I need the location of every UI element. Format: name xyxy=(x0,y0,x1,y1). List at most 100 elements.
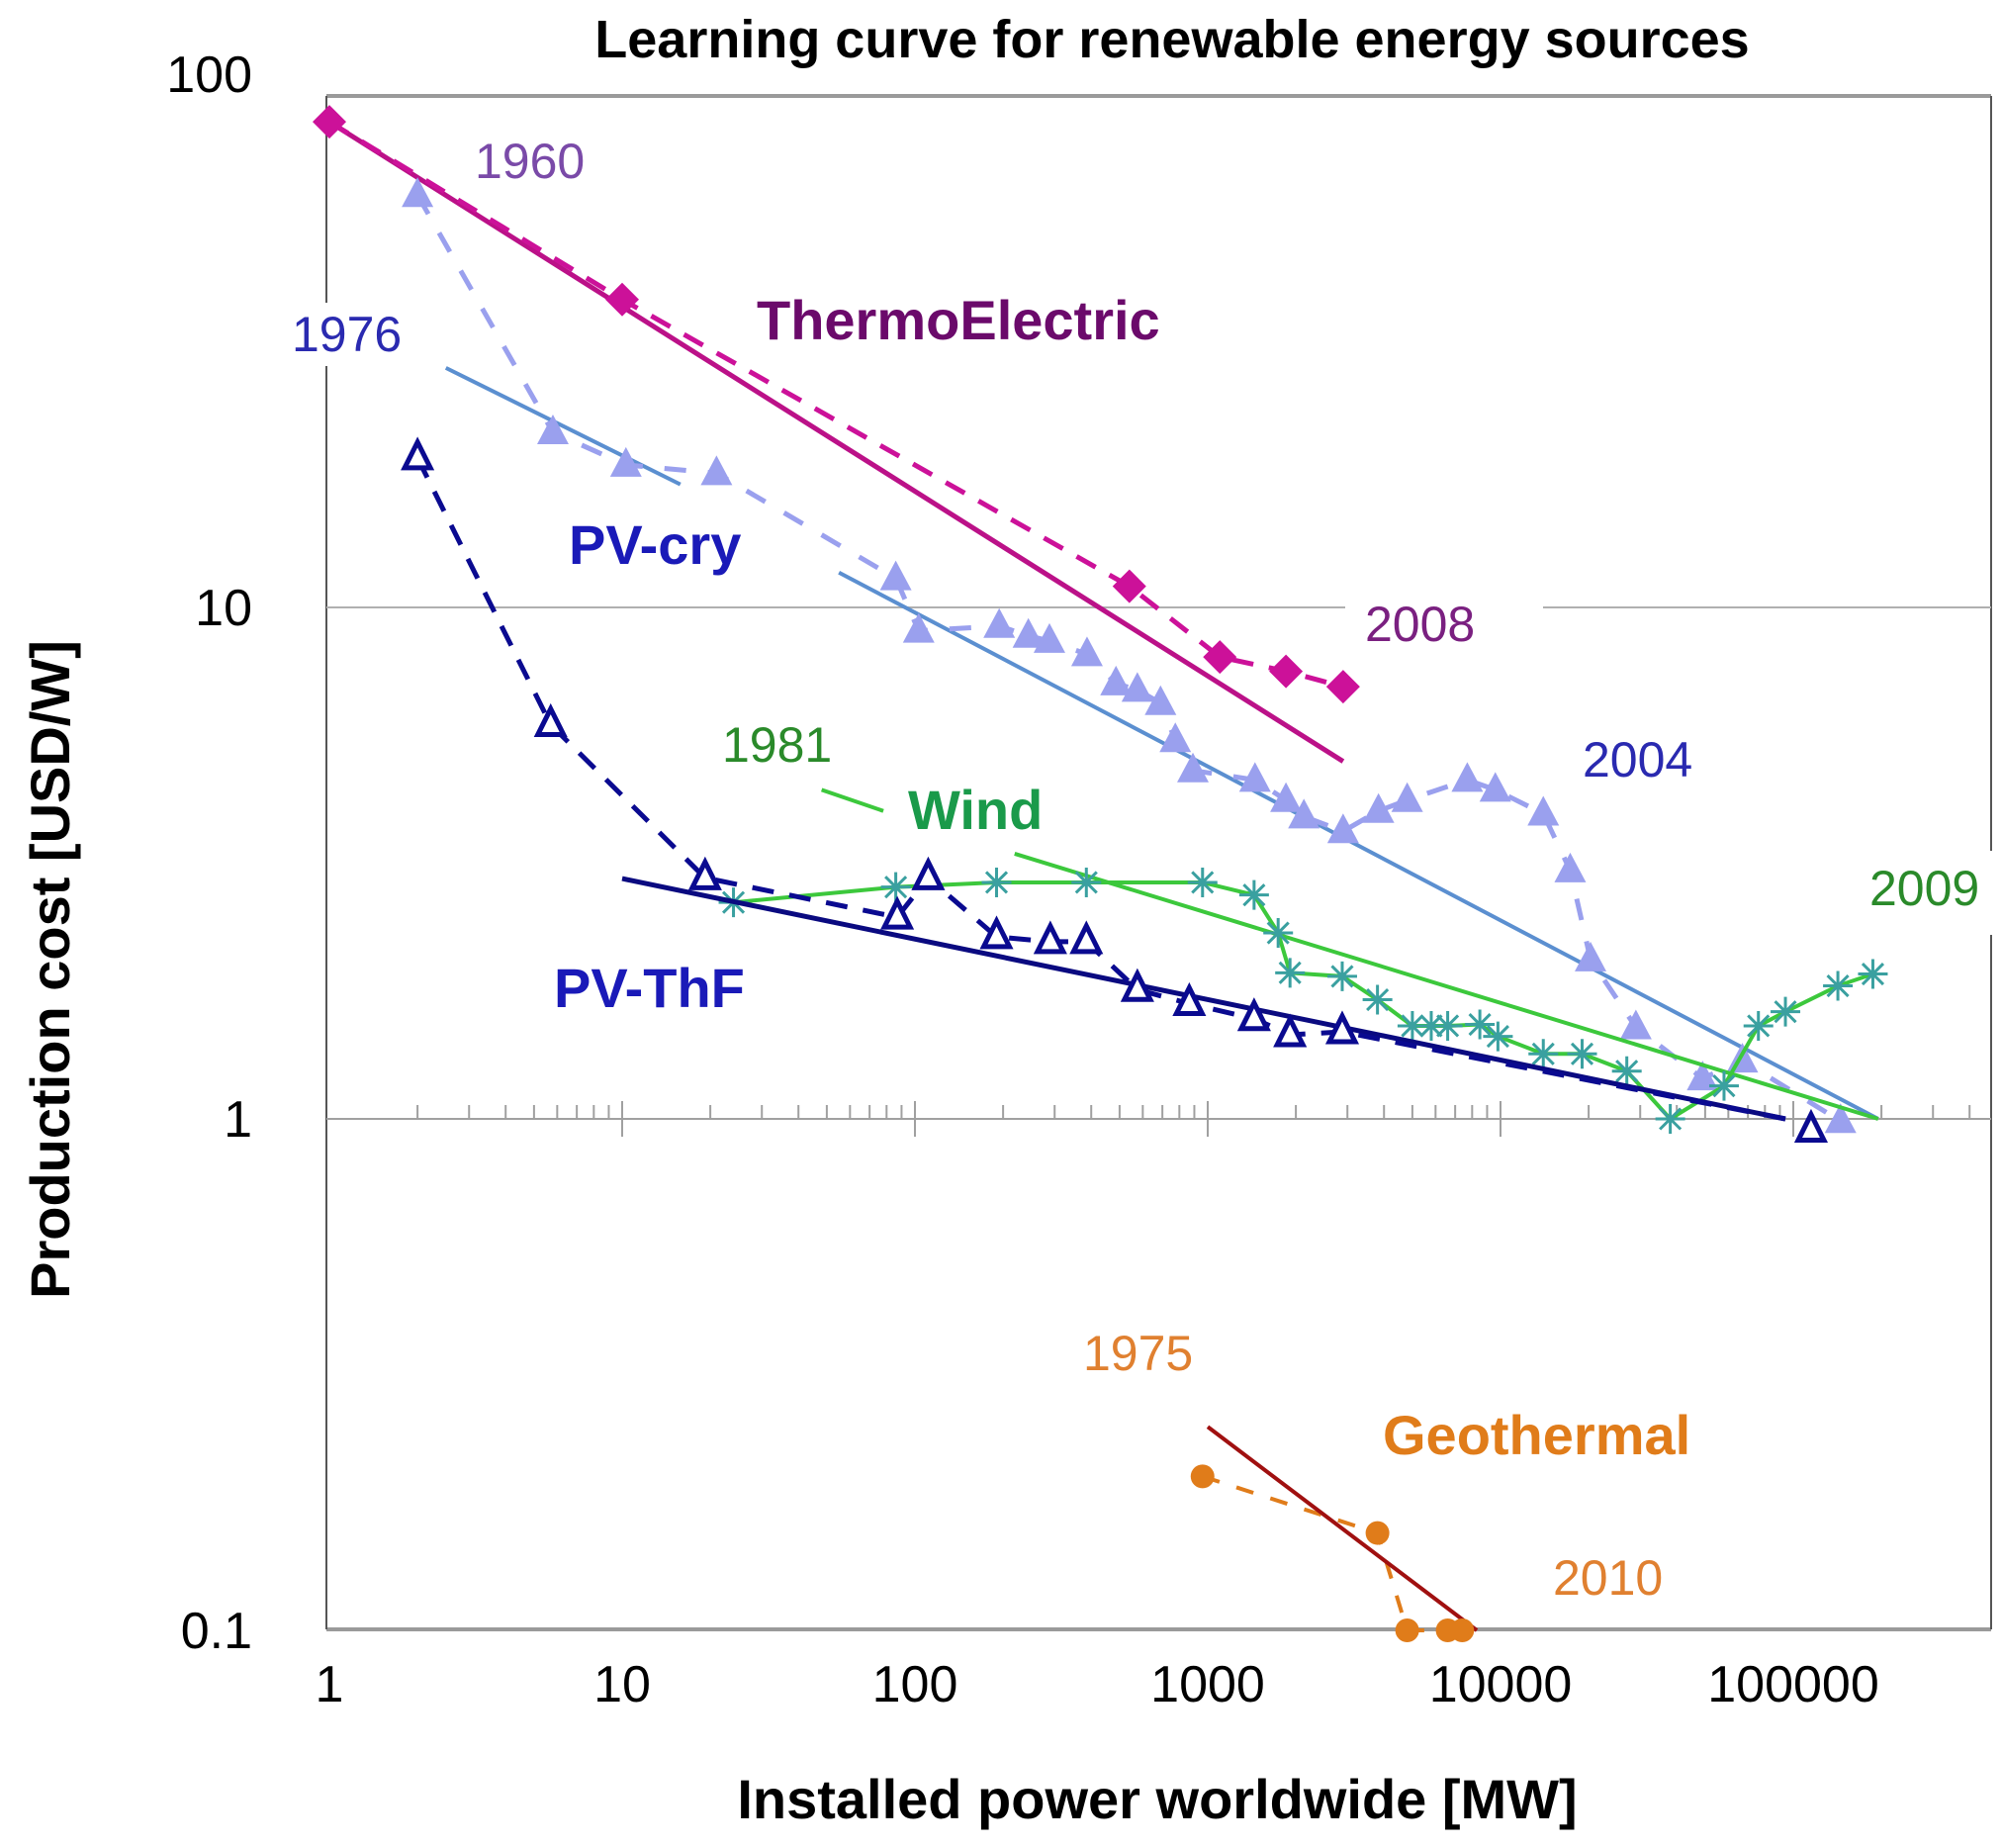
label-geothermal: Geothermal xyxy=(1383,1404,1690,1466)
data-point-triangle xyxy=(402,177,434,208)
data-point-triangle xyxy=(1270,782,1303,812)
data-point-open-triangle xyxy=(911,856,946,890)
data-point-triangle xyxy=(1177,752,1210,783)
data-point-open-triangle xyxy=(1793,1108,1829,1144)
data-point-triangle xyxy=(902,612,935,643)
data-point-asterisk xyxy=(1263,918,1294,949)
geothermal-fit-line xyxy=(1206,1425,1479,1632)
data-point-triangle xyxy=(609,446,642,477)
series-pv-cry xyxy=(402,177,1879,1134)
series-layer xyxy=(313,105,1888,1642)
thermoelectric-data-line xyxy=(327,120,1344,690)
grid xyxy=(326,606,1991,1120)
data-point-asterisk xyxy=(1415,1010,1446,1041)
data-point-triangle xyxy=(700,455,733,486)
x-tick-label: 100 xyxy=(872,1656,958,1713)
label-pv-cry: PV-cry xyxy=(569,513,741,576)
data-point-triangle xyxy=(1288,798,1320,829)
data-point-open-triangle xyxy=(1172,981,1207,1017)
data-point-diamond xyxy=(313,105,346,139)
year-2010: 2010 xyxy=(1553,1550,1663,1606)
data-point-open-triangle xyxy=(1236,997,1271,1032)
data-point-triangle xyxy=(1479,772,1511,802)
data-point-open-triangle xyxy=(1069,920,1104,955)
data-point-open-triangle xyxy=(1324,1010,1360,1045)
data-point-triangle xyxy=(1362,792,1395,823)
data-point-asterisk xyxy=(1567,1039,1597,1069)
data-point-asterisk xyxy=(1655,1104,1685,1134)
thermoelectric-fit-line xyxy=(327,120,1345,764)
data-point-asterisk xyxy=(1187,867,1218,897)
year-2008-background xyxy=(1355,593,1486,656)
data-point-asterisk xyxy=(1275,958,1306,988)
series-wind xyxy=(718,787,1888,1134)
x-axis-title: Installed power worldwide [MW] xyxy=(737,1768,1577,1830)
y-tick-label: 100 xyxy=(166,46,252,104)
data-point-asterisk xyxy=(1432,1010,1463,1041)
data-point-triangle xyxy=(1070,636,1103,667)
wind-fit-line xyxy=(820,787,884,813)
data-point-asterisk xyxy=(1858,959,1888,989)
data-point-asterisk xyxy=(1823,970,1854,1001)
y-tick-label: 10 xyxy=(195,580,252,637)
wind-fit-line xyxy=(1014,852,1879,1121)
year-1976-background xyxy=(282,303,412,366)
data-point-diamond xyxy=(1203,640,1237,675)
year-2008: 2008 xyxy=(1365,597,1475,652)
data-point-triangle xyxy=(879,560,912,591)
x-tick-label: 1 xyxy=(316,1656,344,1713)
x-tick-label: 100000 xyxy=(1707,1656,1879,1713)
data-point-asterisk xyxy=(880,872,911,902)
label-wind: Wind xyxy=(908,779,1043,841)
data-point-asterisk xyxy=(1483,1021,1513,1052)
label-pv-thf: PV-ThF xyxy=(554,957,745,1019)
data-point-diamond xyxy=(1325,670,1360,704)
data-point-diamond xyxy=(605,282,639,317)
data-point-asterisk xyxy=(1397,1010,1427,1041)
y-axis-title: Production cost [USD/W] xyxy=(19,640,81,1299)
data-point-asterisk xyxy=(1238,879,1269,910)
data-point-diamond xyxy=(1269,654,1304,689)
series-thermoelectric xyxy=(313,105,1360,764)
data-point-triangle xyxy=(1238,762,1271,792)
pv-cry-fit-line xyxy=(838,570,1879,1121)
plot-frame xyxy=(325,94,1992,1631)
data-point-asterisk xyxy=(981,867,1012,897)
year-2004: 2004 xyxy=(1583,732,1692,787)
data-point-open-triangle xyxy=(401,436,435,471)
data-point-open-triangle xyxy=(1273,1013,1308,1048)
data-point-triangle xyxy=(536,414,569,444)
data-point-open-triangle xyxy=(533,702,568,737)
data-point-triangle xyxy=(1033,622,1065,653)
data-point-asterisk xyxy=(1326,961,1357,991)
year-2009-background xyxy=(1860,857,1990,920)
year-1960: 1960 xyxy=(475,134,585,189)
data-point-triangle xyxy=(1451,762,1484,792)
tick-labels: 1 10 100 1000 10000 100000 0.1 1 10 100 xyxy=(166,46,1879,1713)
data-point-triangle xyxy=(1619,1009,1652,1040)
data-point-asterisk xyxy=(1771,996,1801,1027)
data-point-triangle xyxy=(1326,813,1359,844)
data-point-asterisk xyxy=(1708,1070,1739,1101)
data-point-triangle xyxy=(1527,795,1560,826)
x-tick-label: 10 xyxy=(593,1656,651,1713)
x-minor-ticks xyxy=(416,1101,1971,1137)
data-point-open-triangle xyxy=(979,915,1014,950)
data-point-asterisk xyxy=(1528,1039,1559,1069)
data-point-triangle xyxy=(1159,722,1192,753)
data-point-circle xyxy=(1365,1521,1390,1545)
x-tick-label: 1000 xyxy=(1150,1656,1265,1713)
series-geothermal xyxy=(1190,1425,1479,1642)
data-point-open-triangle xyxy=(880,895,915,930)
series-pv-thf xyxy=(401,436,1829,1144)
annotations: ThermoElectric 1960 2008 PV-cry 1976 2004 Wind… xyxy=(282,134,1990,1606)
data-point-triangle xyxy=(1554,852,1587,882)
data-point-asterisk xyxy=(1071,867,1102,897)
data-point-triangle xyxy=(1391,782,1423,812)
data-point-asterisk xyxy=(1743,1010,1774,1041)
data-point-asterisk xyxy=(1465,1009,1496,1040)
label-thermoelectric: ThermoElectric xyxy=(757,289,1160,351)
data-point-circle xyxy=(1190,1464,1215,1489)
year-1976: 1976 xyxy=(292,307,402,362)
